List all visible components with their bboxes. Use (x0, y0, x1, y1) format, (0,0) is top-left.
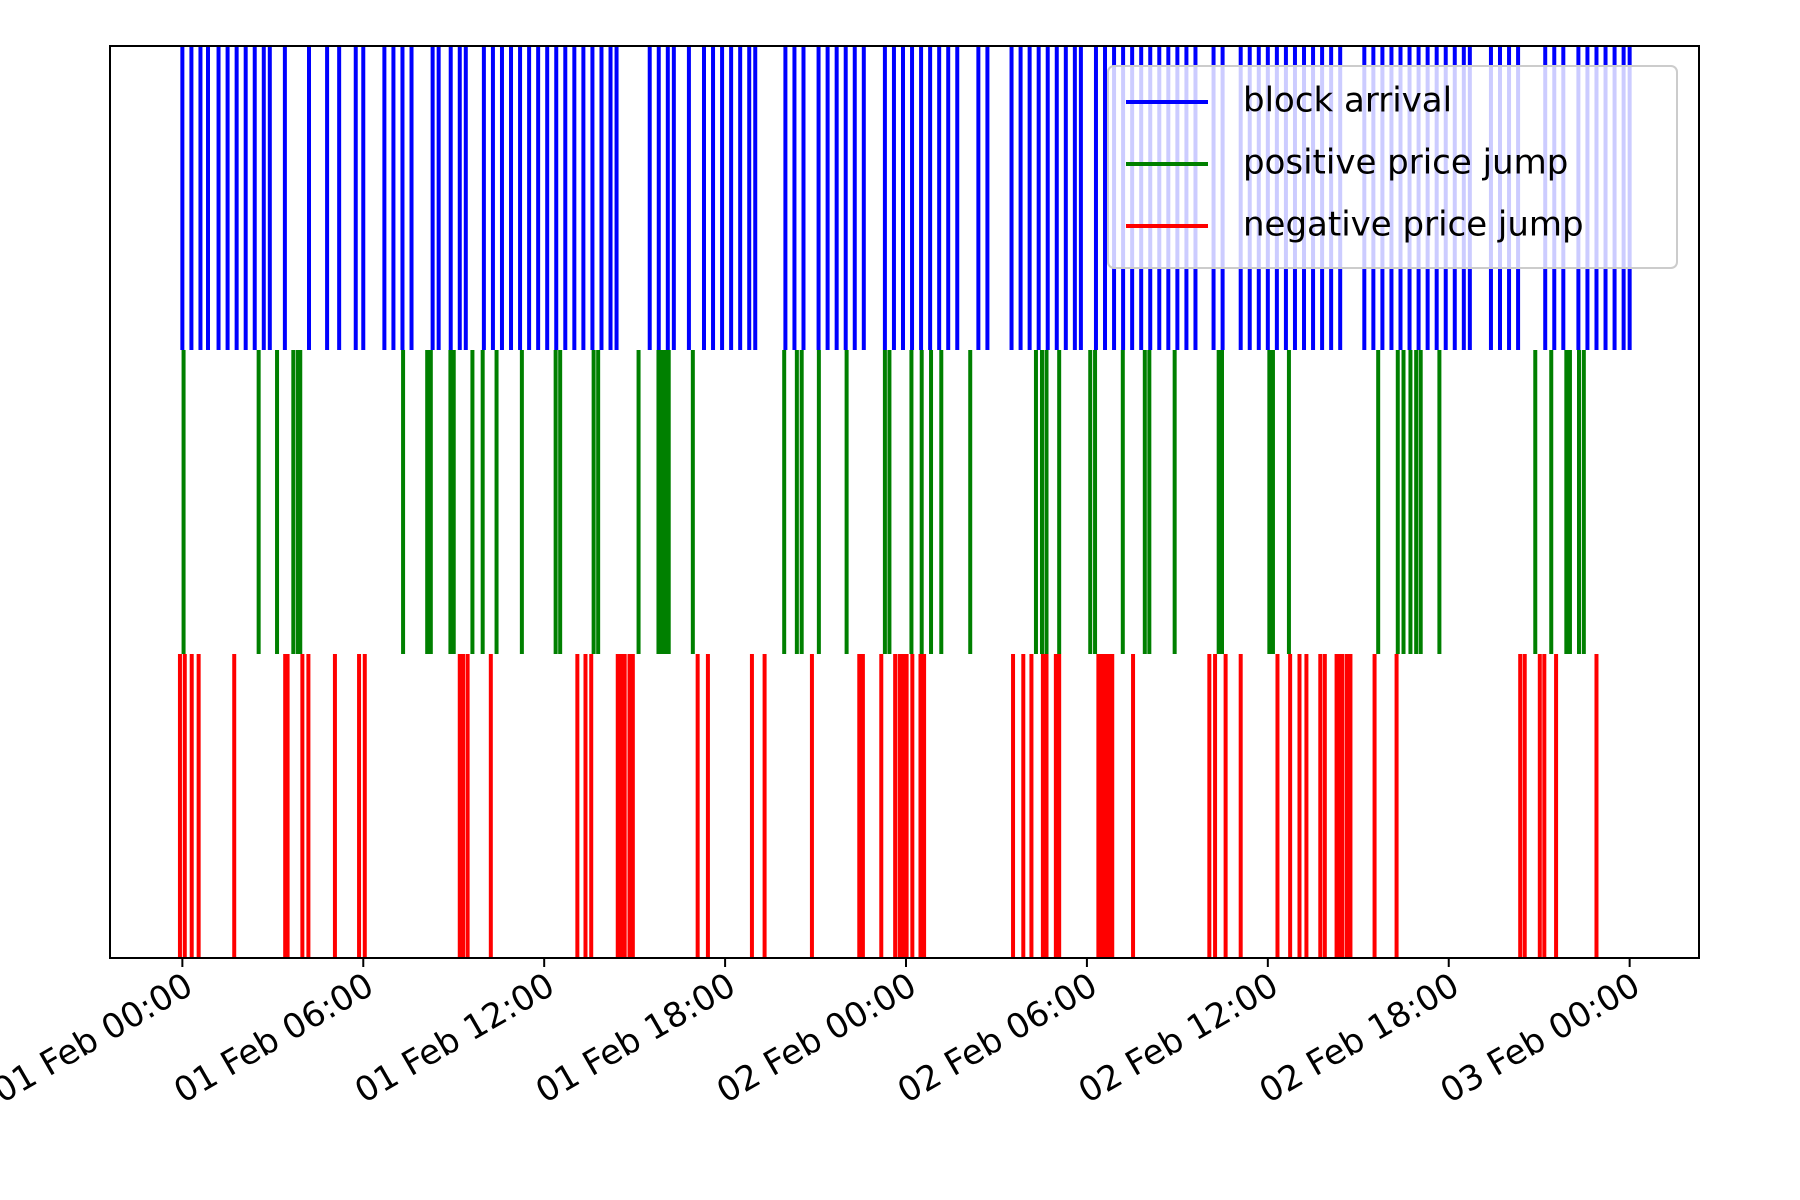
x-tick-label: 01 Feb 00:00 (0, 965, 200, 1111)
legend: block arrival positive price jump negative… (1107, 65, 1678, 269)
x-tick-label: 02 Feb 00:00 (710, 965, 923, 1111)
legend-label: block arrival (1243, 81, 1452, 121)
x-tick-label: 01 Feb 12:00 (348, 965, 561, 1111)
plot-frame (109, 45, 1700, 959)
x-tick-label: 01 Feb 06:00 (167, 965, 380, 1111)
legend-label: negative price jump (1243, 205, 1584, 245)
x-tick-label: 02 Feb 12:00 (1072, 965, 1285, 1111)
x-tick-label: 02 Feb 06:00 (891, 965, 1104, 1111)
legend-label: positive price jump (1243, 143, 1568, 183)
x-tick-label: 01 Feb 18:00 (529, 965, 742, 1111)
x-tick-label: 03 Feb 00:00 (1434, 965, 1647, 1111)
legend-box (1107, 65, 1678, 269)
x-tick-label: 02 Feb 18:00 (1253, 965, 1466, 1111)
